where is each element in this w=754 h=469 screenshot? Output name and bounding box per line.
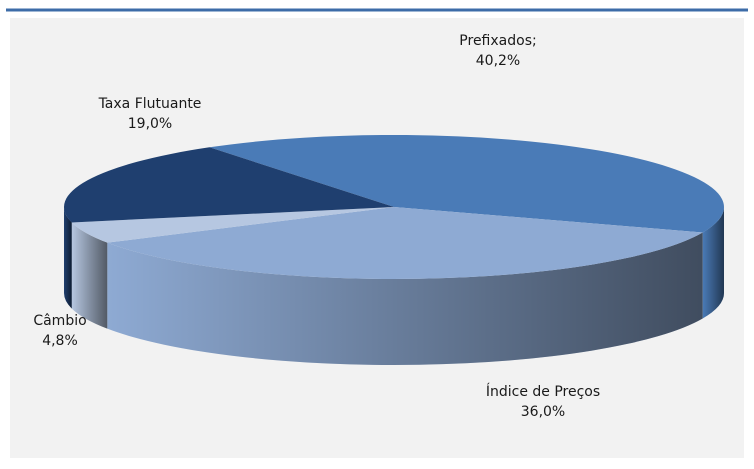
slice-value-label: 36,0% [521, 404, 565, 420]
slice-label: Câmbio [33, 313, 86, 329]
slice [209, 135, 725, 233]
slice-side-shade [107, 232, 703, 366]
slice [107, 207, 703, 280]
labels: Prefixados; 40,2% Índice de Preços 36,0% Câm… [33, 33, 600, 420]
slice-label: Prefixados; [459, 33, 536, 49]
slice-side-shade [702, 207, 724, 319]
slice-value-label: 4,8% [42, 333, 78, 349]
pie [64, 135, 725, 366]
slice-label: Índice de Preços [486, 383, 600, 400]
slice [64, 147, 395, 223]
slice [71, 207, 394, 243]
slice-side-shade [71, 222, 108, 329]
slice-value-label: 19,0% [128, 116, 172, 132]
slice-label: Taxa Flutuante [98, 96, 202, 112]
slice-side-shade [64, 207, 72, 309]
slice-value-label: 40,2% [476, 53, 520, 69]
